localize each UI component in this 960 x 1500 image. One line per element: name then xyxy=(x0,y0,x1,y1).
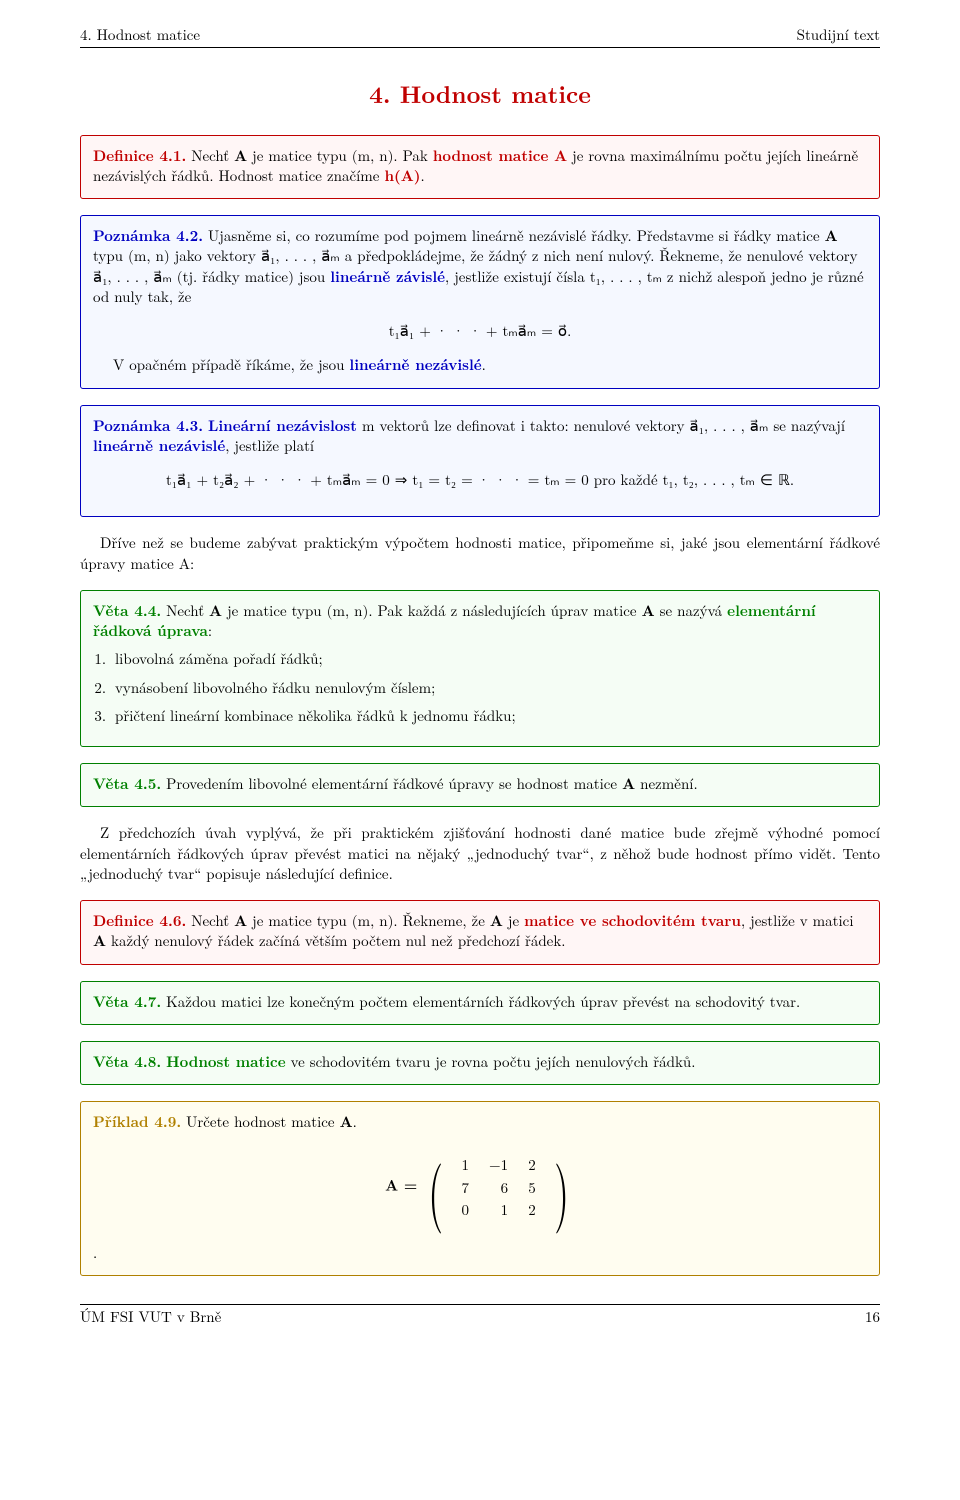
note43-linnez: lineárně nezávislé xyxy=(93,435,225,456)
note42-dot: . xyxy=(482,354,486,375)
page-footer: ÚM FSI VUT v Brně 16 xyxy=(80,1304,880,1327)
matrix-cell: 5 xyxy=(518,1177,546,1199)
matrix-A: ( 1−12 765 012 ) xyxy=(422,1154,575,1221)
thm45-body: Provedením libovolné elementární řádkové… xyxy=(166,773,622,794)
def41-dot: . xyxy=(420,165,424,186)
ex49-body: Určete hodnost matice xyxy=(186,1111,339,1132)
ex49-dot: . xyxy=(353,1111,357,1132)
note43-formula: t₁a⃗₁ + t₂a⃗₂ + · · · + tₘa⃗ₘ = 0 ⇒ t₁ =… xyxy=(93,470,867,490)
ex49-matrix-row: A = ( 1−12 765 012 ) xyxy=(93,1146,867,1229)
page-title: 4. Hodnost matice xyxy=(80,78,880,110)
theorem-4-5: Věta 4.5. Provedením libovolné elementár… xyxy=(80,763,880,807)
page-header: 4. Hodnost matice Studijní text xyxy=(80,25,880,48)
matrix-cell: 7 xyxy=(452,1177,480,1199)
def46-t4: , jestliže v matici xyxy=(741,910,854,931)
note42-linnez: lineárně nezávislé xyxy=(349,354,481,375)
note42-t3: a předpokládejme, že žádný z nich není n… xyxy=(340,245,858,266)
thm48-bold: Hodnost matice xyxy=(166,1051,285,1072)
def46-t3: je xyxy=(503,910,524,931)
remark-4-3: Poznámka 4.3. Lineární nezávislost m vek… xyxy=(80,405,880,518)
thm44-item-1: libovolná záměna pořadí řádků; xyxy=(111,649,867,669)
definition-label: Definice 4.6. xyxy=(93,910,186,931)
note42-closing: V opačném případě říkáme, že jsou lineár… xyxy=(93,355,867,375)
def46-t5: každý nenulový řádek začíná větším počte… xyxy=(106,930,565,951)
definition-4-6: Definice 4.6. Nechť A je matice typu (m,… xyxy=(80,900,880,965)
note43-t2: se nazývají xyxy=(768,415,845,436)
header-left: 4. Hodnost matice xyxy=(80,25,200,45)
def41-bold: hodnost matice A xyxy=(433,145,567,166)
def41-hA: h(A) xyxy=(384,165,420,186)
remark-4-2: Poznámka 4.2. Ujasněme si, co rozumíme p… xyxy=(80,215,880,389)
def46-t2: je matice typu (m, n). Řekneme, že xyxy=(247,910,490,931)
theorem-4-8: Věta 4.8. Hodnost matice ve schodovitém … xyxy=(80,1041,880,1085)
thm44-item-2-text: vynásobení libovolného řádku nenulovým č… xyxy=(115,677,435,698)
footer-left: ÚM FSI VUT v Brně xyxy=(80,1307,221,1327)
matrix-cell: 2 xyxy=(518,1154,546,1176)
paren-left-icon: ( xyxy=(428,1158,443,1218)
thm48-body: ve schodovitém tvaru je rovna počtu její… xyxy=(286,1051,696,1072)
def41-t1: Nechť xyxy=(191,145,234,166)
theorem-label: Věta 4.7. xyxy=(93,991,161,1012)
example-label: Příklad 4.9. xyxy=(93,1111,181,1132)
note43-bold: Lineární nezávislost xyxy=(208,415,357,436)
def46-bold: matice ve schodovitém tvaru xyxy=(524,910,741,931)
theorem-label: Věta 4.4. xyxy=(93,600,161,621)
matrix-cell: 1 xyxy=(452,1154,480,1176)
matrix-cell: 1 xyxy=(479,1199,518,1221)
thm44-t1: Nechť xyxy=(166,600,209,621)
para-before-4-4: Dříve než se budeme zabývat praktickým v… xyxy=(80,533,880,574)
note43-vecs: a⃗₁, . . . , a⃗ₘ xyxy=(690,415,769,436)
theorem-label: Věta 4.8. xyxy=(93,1051,161,1072)
note42-t6: V opačném případě říkáme, že jsou xyxy=(113,354,349,375)
thm44-colon: : xyxy=(208,620,212,641)
thm44-item-2: vynásobení libovolného řádku nenulovým č… xyxy=(111,678,867,698)
paren-right-icon: ) xyxy=(554,1158,569,1218)
header-right: Studijní text xyxy=(797,25,880,45)
remark-label: Poznámka 4.3. xyxy=(93,415,203,436)
matrix-cell: 2 xyxy=(518,1199,546,1221)
matrix-cell: −1 xyxy=(479,1154,518,1176)
def46-t1: Nechť xyxy=(191,910,234,931)
ex49-trailing-dot: . xyxy=(93,1243,867,1263)
remark-label: Poznámka 4.2. xyxy=(93,225,203,246)
matrix-cell: 0 xyxy=(452,1199,480,1221)
theorem-4-7: Věta 4.7. Každou matici lze konečným poč… xyxy=(80,981,880,1025)
note42-vecs1: a⃗₁, . . . , a⃗ₘ xyxy=(261,245,340,266)
note42-formula: t₁a⃗₁ + · · · + tₘa⃗ₘ = o⃗. xyxy=(93,321,867,341)
thm47-body: Každou matici lze konečným počtem elemen… xyxy=(166,991,800,1012)
matrix-cell: 6 xyxy=(479,1177,518,1199)
para-before-44-text: Dříve než se budeme zabývat praktickým v… xyxy=(80,532,880,573)
note42-linzav: lineárně závislé xyxy=(330,266,445,287)
definition-label: Definice 4.1. xyxy=(93,145,186,166)
note42-t4: (tj. řádky matice) jsou xyxy=(172,266,330,287)
thm44-item-3: přičtení lineární kombinace několika řád… xyxy=(111,706,867,726)
thm44-list: libovolná záměna pořadí řádků; vynásoben… xyxy=(111,649,867,726)
theorem-4-4: Věta 4.4. Nechť A je matice typu (m, n).… xyxy=(80,590,880,747)
footer-page-number: 16 xyxy=(865,1307,880,1327)
thm45-t2: nezmění. xyxy=(635,773,698,794)
note42-body: Ujasněme si, co rozumíme pod pojmem line… xyxy=(208,225,825,246)
note42-t2: typu (m, n) jako vektory xyxy=(93,245,261,266)
matrix-table: 1−12 765 012 xyxy=(452,1154,546,1221)
ex49-prefix: A = xyxy=(385,1175,417,1196)
thm44-t3: se nazývá xyxy=(655,600,728,621)
example-4-9: Příklad 4.9. Určete hodnost matice A. A … xyxy=(80,1101,880,1276)
definition-4-1: Definice 4.1. Nechť A je matice typu (m,… xyxy=(80,135,880,200)
note43-t3: , jestliže platí xyxy=(225,435,314,456)
def41-t2: je matice typu (m, n). Pak xyxy=(247,145,433,166)
note42-vecs2: a⃗₁, . . . , a⃗ₘ xyxy=(93,266,172,287)
note43-t1: m vektorů lze definovat i takto: nenulov… xyxy=(357,415,690,436)
theorem-label: Věta 4.5. xyxy=(93,773,161,794)
thm44-t2: je matice typu (m, n). Pak každá z násle… xyxy=(222,600,641,621)
para-after-4-5: Z předchozích úvah vyplývá, že při prakt… xyxy=(80,823,880,884)
